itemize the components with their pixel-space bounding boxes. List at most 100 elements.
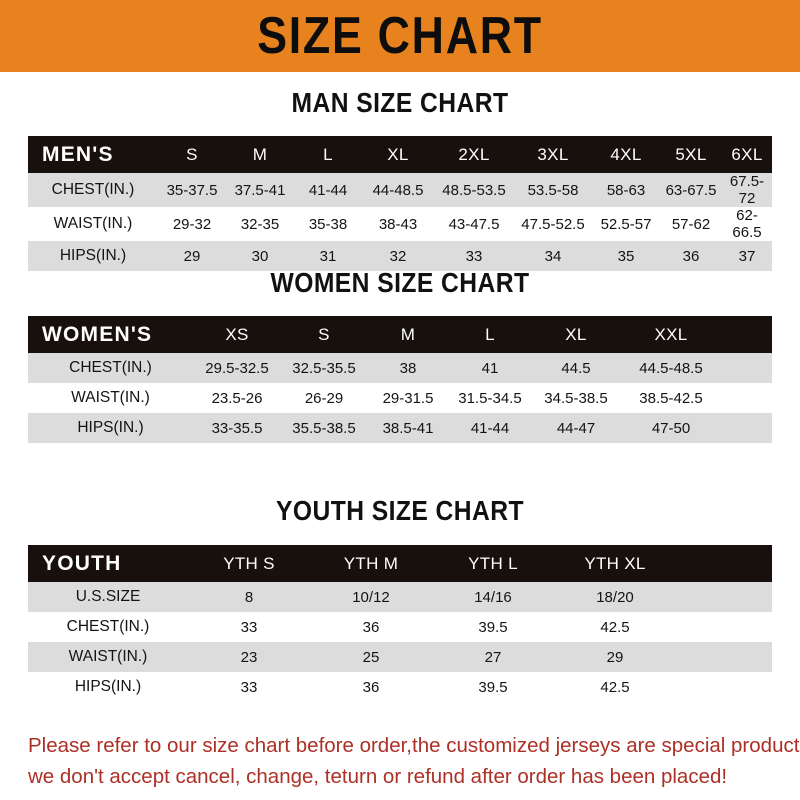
measurement-cell: 35.5-38.5 — [281, 413, 367, 443]
section-title-women: WOMEN SIZE CHART — [270, 267, 530, 298]
size-header-cell: YTH S — [188, 545, 310, 582]
measurement-cell: 44.5 — [531, 353, 621, 383]
size-table-man-header-row: MEN'S S M L XL 2XL 3XL 4XL 5XL 6XL — [28, 136, 772, 173]
table-row: CHEST(IN.) 35-37.5 37.5-41 41-44 44-48.5 48.5… — [28, 173, 772, 207]
size-header-cell: 2XL — [434, 136, 514, 173]
size-table-women-header-row: WOMEN'S XS S M L XL XXL — [28, 316, 772, 353]
measurement-cell: 26-29 — [281, 383, 367, 413]
measurement-cell: 42.5 — [554, 672, 676, 702]
measurement-cell: 37 — [722, 241, 772, 271]
row-label: HIPS(IN.) — [28, 672, 188, 702]
measurement-cell: 35-38 — [294, 207, 362, 241]
measurement-cell: 27 — [432, 642, 554, 672]
size-table-man-body: MEN'S S M L XL 2XL 3XL 4XL 5XL 6XL CHEST(IN.) 35-37… — [28, 136, 772, 271]
measurement-cell: 29.5-32.5 — [193, 353, 281, 383]
page-banner: SIZE CHART — [0, 0, 800, 72]
size-header-cell: XL — [362, 136, 434, 173]
measurement-cell: 36 — [660, 241, 722, 271]
size-header-cell: M — [367, 316, 449, 353]
row-label: WAIST(IN.) — [28, 642, 188, 672]
measurement-cell: 41-44 — [449, 413, 531, 443]
size-table-youth-header-row: YOUTH YTH S YTH M YTH L YTH XL — [28, 545, 772, 582]
row-label: HIPS(IN.) — [28, 241, 158, 271]
header-label-youth: YOUTH — [28, 545, 188, 582]
measurement-cell: 41 — [449, 353, 531, 383]
size-table-women: WOMEN'S XS S M L XL XXL CHEST(IN.) 29.5-32.5 32.5… — [28, 316, 772, 443]
measurement-cell: 18/20 — [554, 582, 676, 612]
measurement-cell: 32.5-35.5 — [281, 353, 367, 383]
measurement-cell: 37.5-41 — [226, 173, 294, 207]
measurement-cell: 41-44 — [294, 173, 362, 207]
section-title-man: MAN SIZE CHART — [291, 87, 509, 118]
size-header-cell: XXL — [621, 316, 721, 353]
measurement-cell: 33 — [434, 241, 514, 271]
measurement-cell: 29-31.5 — [367, 383, 449, 413]
row-label: WAIST(IN.) — [28, 383, 193, 413]
measurement-cell — [676, 672, 772, 702]
size-header-cell: 3XL — [514, 136, 592, 173]
size-header-cell: L — [294, 136, 362, 173]
measurement-cell — [721, 383, 772, 413]
measurement-cell: 63-67.5 — [660, 173, 722, 207]
table-row: CHEST(IN.) 33 36 39.5 42.5 — [28, 612, 772, 642]
measurement-cell: 29 — [554, 642, 676, 672]
measurement-cell: 33-35.5 — [193, 413, 281, 443]
measurement-cell: 23 — [188, 642, 310, 672]
measurement-cell: 33 — [188, 612, 310, 642]
measurement-cell: 38.5-41 — [367, 413, 449, 443]
table-row: HIPS(IN.) 29 30 31 32 33 34 35 36 37 — [28, 241, 772, 271]
measurement-cell: 36 — [310, 672, 432, 702]
table-row: HIPS(IN.) 33 36 39.5 42.5 — [28, 672, 772, 702]
measurement-cell: 53.5-58 — [514, 173, 592, 207]
size-header-cell: XS — [193, 316, 281, 353]
row-label: CHEST(IN.) — [28, 173, 158, 207]
measurement-cell: 44-48.5 — [362, 173, 434, 207]
section-title-youth: YOUTH SIZE CHART — [276, 495, 524, 526]
footer-note-line-2: we don't accept cancel, change, teturn o… — [28, 765, 728, 788]
measurement-cell: 34 — [514, 241, 592, 271]
measurement-cell: 48.5-53.5 — [434, 173, 514, 207]
header-label-man: MEN'S — [28, 136, 158, 173]
measurement-cell — [721, 353, 772, 383]
size-table-man: MEN'S S M L XL 2XL 3XL 4XL 5XL 6XL CHEST(IN.) 35-37… — [28, 136, 772, 271]
measurement-cell: 38.5-42.5 — [621, 383, 721, 413]
size-header-cell: XL — [531, 316, 621, 353]
row-label: WAIST(IN.) — [28, 207, 158, 241]
size-header-cell: YTH L — [432, 545, 554, 582]
measurement-cell: 42.5 — [554, 612, 676, 642]
measurement-cell: 10/12 — [310, 582, 432, 612]
measurement-cell: 30 — [226, 241, 294, 271]
size-table-women-body: WOMEN'S XS S M L XL XXL CHEST(IN.) 29.5-32.5 32.5… — [28, 316, 772, 443]
measurement-cell: 52.5-57 — [592, 207, 660, 241]
measurement-cell: 36 — [310, 612, 432, 642]
row-label: U.S.SIZE — [28, 582, 188, 612]
size-header-cell: M — [226, 136, 294, 173]
table-row: CHEST(IN.) 29.5-32.5 32.5-35.5 38 41 44.5 44.5… — [28, 353, 772, 383]
measurement-cell: 38-43 — [362, 207, 434, 241]
measurement-cell: 62-66.5 — [722, 207, 772, 241]
measurement-cell: 32-35 — [226, 207, 294, 241]
measurement-cell: 44.5-48.5 — [621, 353, 721, 383]
footer-note: Please refer to our size chart before or… — [28, 730, 800, 792]
measurement-cell: 32 — [362, 241, 434, 271]
measurement-cell: 34.5-38.5 — [531, 383, 621, 413]
measurement-cell: 39.5 — [432, 612, 554, 642]
measurement-cell: 8 — [188, 582, 310, 612]
measurement-cell: 23.5-26 — [193, 383, 281, 413]
measurement-cell: 14/16 — [432, 582, 554, 612]
size-header-cell: L — [449, 316, 531, 353]
table-row: HIPS(IN.) 33-35.5 35.5-38.5 38.5-41 41-44 44-… — [28, 413, 772, 443]
measurement-cell: 31.5-34.5 — [449, 383, 531, 413]
measurement-cell: 57-62 — [660, 207, 722, 241]
size-header-cell: S — [158, 136, 226, 173]
measurement-cell: 38 — [367, 353, 449, 383]
row-label: CHEST(IN.) — [28, 353, 193, 383]
row-label: HIPS(IN.) — [28, 413, 193, 443]
size-header-cell — [676, 545, 772, 582]
row-label: CHEST(IN.) — [28, 612, 188, 642]
measurement-cell: 47-50 — [621, 413, 721, 443]
measurement-cell — [721, 413, 772, 443]
header-label-women: WOMEN'S — [28, 316, 193, 353]
size-header-cell: S — [281, 316, 367, 353]
